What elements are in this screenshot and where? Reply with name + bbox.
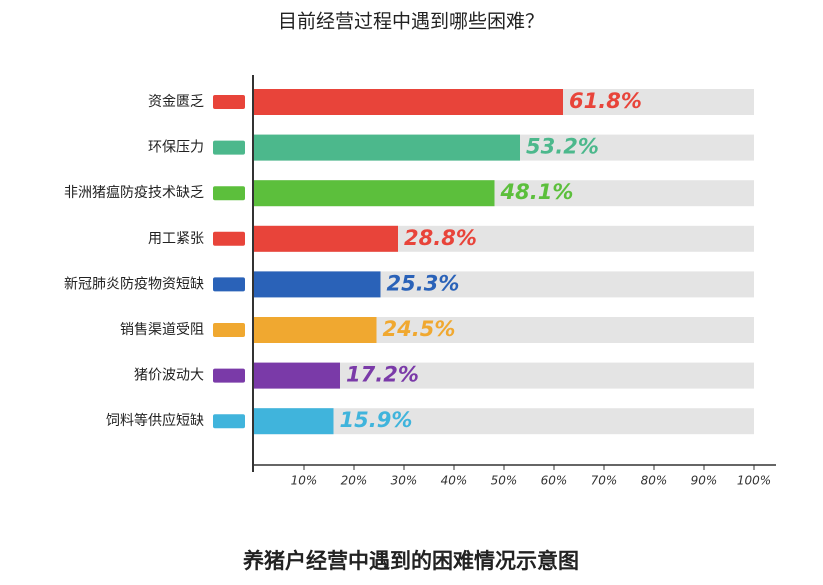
swatch — [213, 140, 245, 155]
chart-title: 目前经营过程中遇到哪些困难？ — [278, 11, 544, 33]
category-label: 资金匮乏 — [148, 94, 204, 110]
swatch — [213, 186, 245, 201]
x-tick-label: 20% — [341, 474, 368, 488]
bar — [254, 89, 563, 115]
bar — [254, 408, 334, 435]
value-label: 24.5% — [383, 317, 456, 341]
x-tick-label: 100% — [737, 474, 771, 488]
category-label: 猪价波动大 — [134, 368, 204, 384]
swatch — [213, 95, 245, 109]
bar — [254, 134, 520, 161]
swatch — [213, 414, 245, 429]
x-tick-label: 70% — [591, 474, 618, 488]
x-tick-label: 10% — [291, 474, 318, 488]
value-label: 28.8% — [404, 226, 477, 250]
swatch — [213, 231, 245, 246]
bar — [254, 225, 398, 252]
x-tick-label: 30% — [391, 474, 418, 488]
category-label: 非洲猪瘟防疫技术缺乏 — [64, 184, 204, 201]
x-tick-label: 50% — [491, 474, 518, 488]
value-label: 61.8% — [569, 89, 642, 113]
x-tick-label: 60% — [541, 474, 568, 488]
x-tick-label: 90% — [691, 474, 718, 488]
category-label: 新冠肺炎防疫物资短缺 — [64, 276, 204, 292]
x-tick-label: 80% — [641, 474, 668, 488]
bar-background — [254, 408, 754, 435]
bar — [254, 180, 495, 207]
category-label: 饲料等供应短缺 — [106, 412, 204, 429]
category-label: 环保压力 — [148, 140, 204, 156]
bar — [254, 362, 340, 389]
bar — [254, 317, 377, 343]
category-label: 用工紧张 — [148, 231, 204, 247]
category-label: 销售渠道受阻 — [120, 322, 204, 338]
value-label: 48.1% — [500, 180, 574, 204]
bar — [254, 271, 381, 298]
value-label: 17.2% — [346, 363, 419, 387]
chart-caption: 养猪户经营中遇到的困难情况示意图 — [242, 549, 579, 573]
value-label: 15.9% — [340, 408, 413, 432]
value-label: 25.3% — [387, 271, 460, 295]
x-tick-label: 40% — [441, 474, 468, 488]
swatch — [213, 368, 245, 383]
value-label: 53.2% — [526, 135, 599, 159]
swatch — [213, 323, 245, 337]
swatch — [213, 277, 245, 292]
